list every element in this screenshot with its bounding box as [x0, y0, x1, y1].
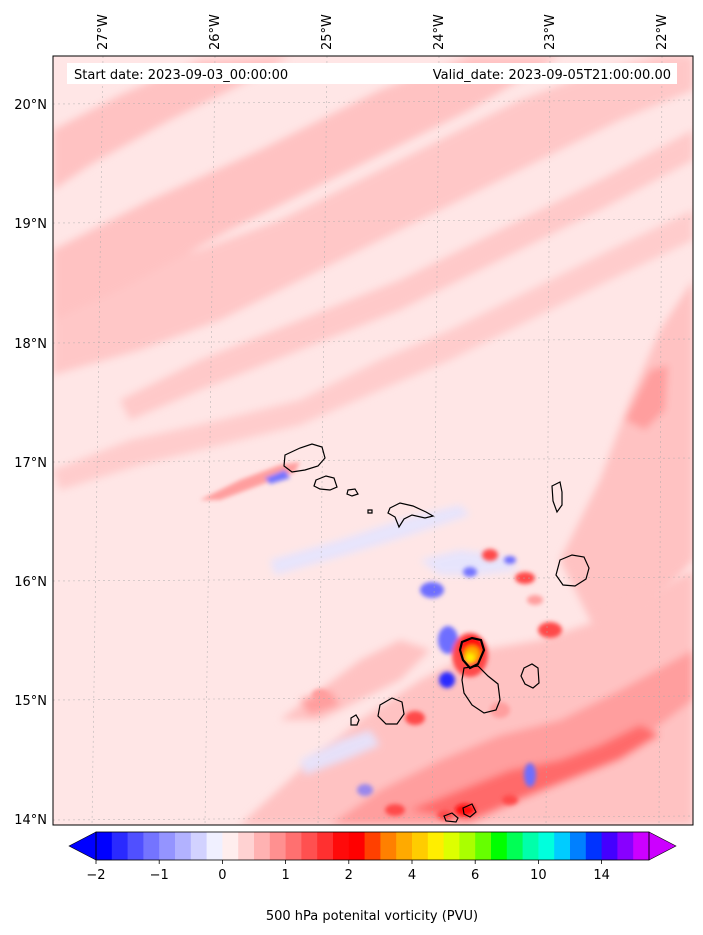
- island-sao-nicolau: [387, 502, 435, 529]
- colorbar-segment: [317, 832, 334, 860]
- colorbar-segment: [427, 832, 444, 860]
- colorbar-segment: [206, 832, 223, 860]
- colorbar-segment: [254, 832, 271, 860]
- colorbar-tick-label: 1: [281, 868, 289, 883]
- colorbar-segment: [301, 832, 318, 860]
- longitude-labels: 27°W 26°W 25°W 24°W 23°W 22°W: [96, 14, 670, 50]
- colorbar-under-arrow: [68, 831, 97, 861]
- colorbar-segment: [364, 832, 381, 860]
- colorbar-tick-label: −1: [150, 868, 169, 883]
- colorbar-segment: [570, 832, 587, 860]
- island-brava: [350, 714, 360, 726]
- pink-bands-north: [53, 56, 693, 490]
- colorbar-frame: [95, 831, 650, 861]
- lat-label-19n: 19°N: [14, 217, 47, 232]
- colorbar-segment: [585, 832, 602, 860]
- colorbar-segment: [143, 832, 160, 860]
- colorbar-tick-label: 4: [408, 868, 416, 883]
- island-boa-vista: [555, 554, 590, 587]
- lat-label-15n: 15°N: [14, 694, 47, 709]
- lat-label-20n: 20°N: [14, 98, 47, 113]
- colorbar-ticks: −2 −1 0 1 2 4 6 10 14: [86, 860, 610, 883]
- island-santiago: [461, 665, 501, 714]
- island-south: [443, 812, 459, 823]
- colorbar-segment: [538, 832, 555, 860]
- pink-band-east: [560, 280, 693, 640]
- colorbar-segment: [506, 832, 523, 860]
- colorbar-segment: [601, 832, 618, 860]
- lon-label-26w: 26°W: [208, 14, 223, 50]
- lat-label-17n: 17°N: [14, 456, 47, 471]
- colorbar-segment: [111, 832, 128, 860]
- island-santo-antao: [283, 443, 326, 473]
- header-box: [67, 63, 677, 84]
- colorbar-segment: [269, 832, 286, 860]
- valid-date-label: Valid_date: 2023-09-05T21:00:00.00: [433, 68, 671, 83]
- colorbar-segment: [175, 832, 192, 860]
- lat-label-16n: 16°N: [14, 575, 47, 590]
- colorbar-tick-label: 0: [218, 868, 226, 883]
- colorbar-segment: [412, 832, 429, 860]
- island-santa-luzia: [346, 488, 359, 497]
- colorbar-segment: [554, 832, 571, 860]
- colorbar-tick-label: −2: [86, 868, 105, 883]
- colorbar-segment: [238, 832, 255, 860]
- colorbar-segment: [443, 832, 460, 860]
- island-raso: [367, 509, 373, 514]
- island-fogo-caldera: [458, 636, 486, 670]
- latitude-labels: 20°N 19°N 18°N 17°N 16°N 15°N 14°N: [14, 98, 47, 828]
- red-streak-nw: [200, 462, 300, 500]
- island-maio: [520, 663, 540, 689]
- colorbar-segment: [380, 832, 397, 860]
- colorbar-segments: [96, 832, 650, 860]
- lat-label-18n: 18°N: [14, 337, 47, 352]
- map-frame: [52, 55, 694, 826]
- island-south-2: [462, 803, 477, 818]
- colorbar-segment: [396, 832, 413, 860]
- colorbar-segment: [190, 832, 207, 860]
- colorbar-segment: [222, 832, 239, 860]
- colorbar-segment: [633, 832, 650, 860]
- lon-label-25w: 25°W: [320, 14, 335, 50]
- coastlines: [283, 443, 590, 823]
- colorbar-segment: [159, 832, 176, 860]
- graticule: [53, 56, 693, 825]
- lon-label-27w: 27°W: [96, 14, 111, 50]
- colorbar-tick-label: 14: [593, 868, 610, 883]
- lon-label-22w: 22°W: [655, 14, 670, 50]
- start-date-label: Start date: 2023-09-03_00:00:00: [74, 68, 288, 83]
- colorbar-segment: [617, 832, 634, 860]
- colorbar: −2 −1 0 1 2 4 6 10 14 500 hPa potenital vorticit…: [68, 831, 677, 924]
- pv-field: [53, 56, 693, 825]
- island-sao-vicente: [313, 475, 338, 491]
- colorbar-segment: [522, 832, 539, 860]
- island-fogo: [377, 697, 405, 725]
- colorbar-segment: [475, 832, 492, 860]
- colorbar-tick-label: 6: [471, 868, 479, 883]
- colorbar-segment: [96, 832, 113, 860]
- colorbar-segment: [491, 832, 508, 860]
- colorbar-tick-label: 10: [530, 868, 547, 883]
- colorbar-over-arrow: [648, 831, 677, 861]
- colorbar-segment: [127, 832, 144, 860]
- lon-label-24w: 24°W: [432, 14, 447, 50]
- colorbar-segment: [333, 832, 350, 860]
- colorbar-segment: [285, 832, 302, 860]
- colorbar-segment: [459, 832, 476, 860]
- lon-label-23w: 23°W: [543, 14, 558, 50]
- colorbar-title: 500 hPa potenital vorticity (PVU): [266, 909, 478, 924]
- lat-label-14n: 14°N: [14, 813, 47, 828]
- island-sal: [551, 481, 563, 514]
- colorbar-tick-label: 2: [345, 868, 353, 883]
- colorbar-segment: [348, 832, 365, 860]
